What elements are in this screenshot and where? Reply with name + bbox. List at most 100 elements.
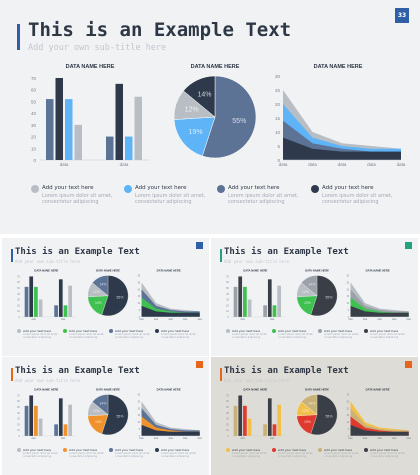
legend-title: Add your text here [324,448,353,452]
legend-dot-icon [63,329,67,333]
area-y-tick-label: 20 [138,408,141,410]
legend-item: Add your text here Lorem ipsum dolor sit … [17,329,62,345]
legend-dot-icon [318,448,322,452]
bar [38,299,43,317]
pie-chart-title: DATA NAME HERE [96,269,120,273]
bar-category-label: data [61,318,66,321]
area-y-tick-label: 15 [275,116,281,121]
legend-item: Add your text here Lorem ipsum dolor sit … [155,448,200,464]
legend-item: Add your text here Lorem ipsum dolor sit … [63,448,108,464]
bar-y-tick-label: 20 [226,305,229,307]
area-y-tick-label: 5 [277,144,280,149]
area-y-tick-label: 10 [138,303,141,305]
area-y-tick-label: 25 [138,282,141,284]
legend-item: Add your text here Lorem ipsum dolor sit … [226,448,271,464]
area-y-tick-label: 20 [275,102,281,107]
pie-slice-label: 55% [117,296,124,300]
legend-title: Add your text here [324,329,353,333]
legend-dot-icon [155,329,159,333]
area-y-tick-label: 0 [277,158,280,163]
bar [58,398,63,436]
bar-chart-title: DATA NAME HERE [243,269,267,273]
bar-y-tick-label: 20 [17,424,20,426]
legend-title: Add your text here [115,448,144,452]
bar-y-tick-label: 70 [31,76,37,81]
bar [238,276,243,317]
legend-body: Lorem ipsum dolor sit amet, consectetur … [69,333,105,340]
area-category-label: data [198,318,203,321]
legend-dot-icon [311,185,319,193]
bar [243,286,247,317]
bar-y-tick-label: 10 [226,311,229,313]
legend-item: Add your text here Lorem ipsum dolor sit … [364,448,409,464]
legend-dot-icon [217,185,225,193]
area-category-label: data [377,437,382,440]
bar-y-tick-label: 70 [17,276,20,278]
bar-chart-title: DATA NAME HERE [243,388,267,392]
legend-title: Add your text here [232,329,261,333]
pie-slice-label: 12% [185,106,199,113]
legend-dot-icon [17,448,21,452]
area-y-tick-label: 20 [138,289,141,291]
bar [263,424,267,436]
legend-body: Lorem ipsum dolor sit amet, consectetur … [370,333,406,340]
area-y-tick-label: 0 [139,317,141,319]
pie-slice-label: 14% [308,283,315,287]
area-category-label: data [377,318,382,321]
legend-dot-icon [364,329,368,333]
area-y-tick-label: 25 [347,401,350,403]
area-series [141,424,200,436]
bar-category-label: data [120,162,129,167]
bar [38,418,43,436]
pie-slice [310,275,338,316]
area-category-label: data [348,318,353,321]
bar-y-tick-label: 20 [31,135,37,140]
legend-title: Add your text here [232,448,261,452]
bar [34,286,38,317]
area-y-tick-label: 15 [347,296,350,298]
variant-slide-2: This is an Example Text Add your own sub-… [211,238,418,356]
area-category-label: data [397,162,406,167]
area-category-label: data [139,318,144,321]
area-category-label: data [348,437,353,440]
legend-title: Add your text here [23,329,52,333]
legend-item: Add your text here Lorem ipsum dolor sit … [226,329,271,345]
bar-y-tick-label: 40 [226,413,229,415]
area-y-tick-label: 5 [348,429,350,431]
area-category-label: data [183,437,188,440]
area-category-label: data [308,162,317,167]
area-y-tick-label: 10 [347,422,350,424]
legend-body: Lorem ipsum dolor sit amet, consectetur … [324,452,360,459]
title-accent-bar [220,368,222,381]
legend-dot-icon [272,448,276,452]
bar [272,305,277,317]
page-number-badge [196,361,203,368]
bar [238,395,243,436]
pie-slice-label: 14% [99,283,106,287]
legend-body: Lorem ipsum dolor sit amet, consectetur … [23,333,59,340]
bar-y-tick-label: 0 [228,317,230,319]
area-y-tick-label: 15 [347,415,350,417]
bar-y-tick-label: 30 [31,123,37,128]
legend-body: Lorem ipsum dolor sit amet, consectetur … [324,333,360,340]
legend-title: Add your text here [278,329,307,333]
pie-slice-label: 55% [232,118,246,125]
legend-title: Add your text here [115,329,144,333]
bar-y-tick-label: 50 [17,288,20,290]
bar [63,305,68,317]
area-y-tick-label: 20 [347,289,350,291]
slide-title: This is an Example Text [224,247,349,257]
area-series [350,305,409,317]
page-number-badge [196,242,203,249]
legend-body: Lorem ipsum dolor sit amet, consectetur … [23,452,59,459]
legend-item: Add your text here Lorem ipsum dolor sit … [109,329,154,345]
bar-y-tick-label: 50 [226,288,229,290]
title-accent-bar [11,249,13,262]
pie-slice-label: 12% [93,409,100,413]
bar [24,286,29,317]
